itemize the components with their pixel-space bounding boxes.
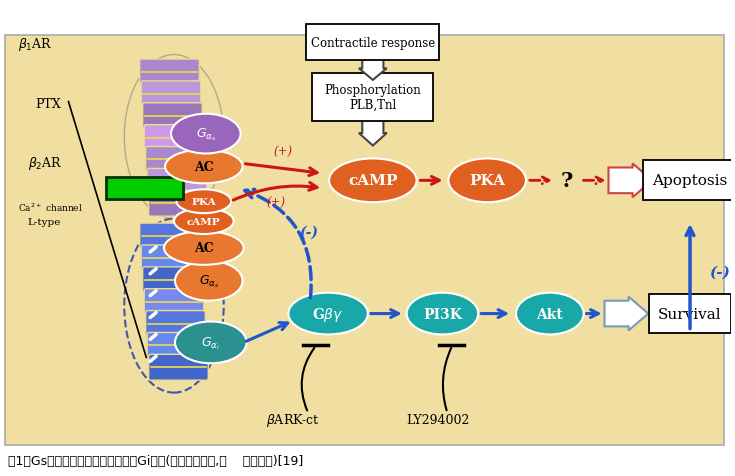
Text: LY294002: LY294002	[406, 413, 469, 426]
Text: $G_{\alpha_s}$: $G_{\alpha_s}$	[198, 273, 219, 289]
Ellipse shape	[164, 231, 243, 265]
Text: ?: ?	[561, 171, 573, 191]
Text: L-type: L-type	[28, 218, 61, 227]
FancyBboxPatch shape	[107, 178, 183, 200]
Text: 图1与Gs蛋白介导的通路相互拮抗的Gi通路(红色代表刺激,蓝    代表抑制)[19]: 图1与Gs蛋白介导的通路相互拮抗的Gi通路(红色代表刺激,蓝 代表抑制)[19]	[8, 454, 304, 467]
Text: (+): (+)	[274, 145, 293, 158]
FancyBboxPatch shape	[146, 147, 205, 173]
Ellipse shape	[165, 150, 243, 184]
Text: Ca$^{2+}$ channel: Ca$^{2+}$ channel	[18, 201, 83, 214]
Text: $G_{\alpha_s}$: $G_{\alpha_s}$	[196, 126, 216, 143]
FancyBboxPatch shape	[140, 224, 199, 249]
Ellipse shape	[175, 261, 243, 301]
Text: AC: AC	[194, 242, 214, 255]
FancyBboxPatch shape	[141, 246, 201, 271]
FancyBboxPatch shape	[5, 36, 724, 445]
Text: Akt: Akt	[537, 307, 563, 321]
Ellipse shape	[176, 190, 232, 214]
Ellipse shape	[171, 114, 240, 154]
Text: Contractile response: Contractile response	[311, 37, 435, 50]
FancyBboxPatch shape	[141, 82, 201, 108]
Text: PI3K: PI3K	[423, 307, 462, 321]
FancyBboxPatch shape	[148, 191, 208, 217]
Ellipse shape	[174, 209, 234, 235]
Ellipse shape	[175, 322, 246, 364]
Ellipse shape	[516, 293, 584, 335]
FancyBboxPatch shape	[147, 333, 207, 358]
FancyBboxPatch shape	[143, 267, 202, 293]
Ellipse shape	[288, 293, 368, 335]
Text: AC: AC	[194, 160, 214, 174]
Polygon shape	[359, 55, 387, 81]
FancyBboxPatch shape	[144, 125, 204, 151]
Text: cAMP: cAMP	[348, 174, 398, 188]
FancyBboxPatch shape	[146, 311, 205, 337]
FancyBboxPatch shape	[643, 161, 735, 201]
Text: PTX: PTX	[35, 98, 60, 110]
Text: (+): (+)	[267, 197, 286, 210]
Text: (-): (-)	[298, 226, 318, 239]
FancyBboxPatch shape	[649, 294, 731, 334]
Text: cAMP: cAMP	[187, 217, 220, 226]
FancyBboxPatch shape	[148, 355, 208, 380]
Polygon shape	[609, 164, 652, 198]
Polygon shape	[604, 297, 648, 331]
Text: $\beta$ARK-ct: $\beta$ARK-ct	[266, 411, 320, 428]
Polygon shape	[359, 119, 387, 146]
Text: $\beta_2$AR: $\beta_2$AR	[28, 155, 62, 172]
FancyBboxPatch shape	[143, 104, 202, 129]
FancyBboxPatch shape	[147, 169, 207, 195]
Text: Apoptosis: Apoptosis	[653, 174, 728, 188]
Text: G$\beta\gamma$: G$\beta\gamma$	[312, 305, 344, 323]
Text: Survival: Survival	[659, 307, 722, 321]
Text: Phosphorylation
PLB,Tnl: Phosphorylation PLB,Tnl	[324, 84, 421, 111]
Text: PKA: PKA	[192, 197, 216, 206]
Ellipse shape	[329, 159, 417, 203]
Text: (-): (-)	[709, 265, 730, 279]
Ellipse shape	[406, 293, 478, 335]
FancyBboxPatch shape	[306, 25, 440, 61]
Ellipse shape	[448, 159, 526, 203]
Text: $\beta_1$AR: $\beta_1$AR	[18, 36, 53, 53]
FancyBboxPatch shape	[144, 289, 204, 315]
Text: $G_{\alpha_i}$: $G_{\alpha_i}$	[201, 335, 220, 351]
Text: PKA: PKA	[469, 174, 505, 188]
FancyBboxPatch shape	[140, 60, 199, 86]
FancyBboxPatch shape	[312, 74, 434, 121]
